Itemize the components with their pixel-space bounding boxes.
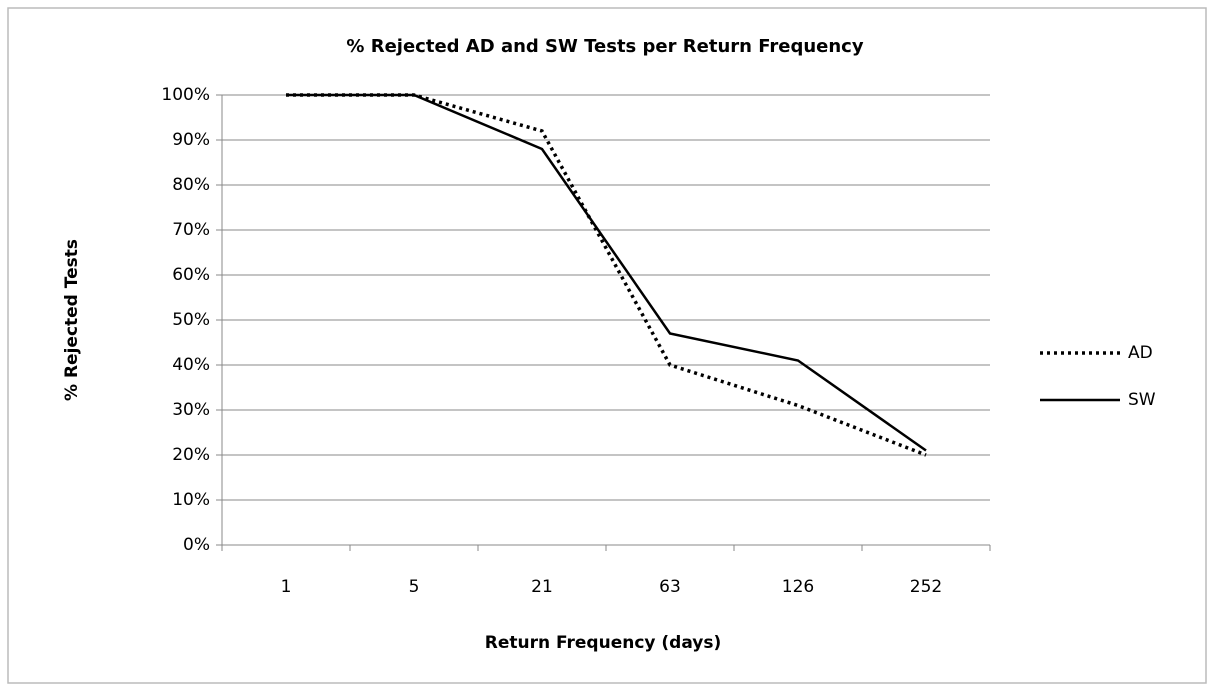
y-axis-title: % Rejected Tests — [62, 239, 82, 401]
x-tick-label: 5 — [409, 577, 420, 597]
y-tick-label: 100% — [161, 85, 210, 105]
y-tick-label: 70% — [172, 220, 210, 240]
x-tick-label: 63 — [659, 577, 681, 597]
series-line — [286, 93, 927, 452]
y-tick-label: 10% — [172, 490, 210, 510]
x-axis-title: Return Frequency (days) — [485, 633, 722, 653]
x-tick-label: 21 — [531, 577, 553, 597]
x-tick-label: 1 — [281, 577, 292, 597]
legend-label: AD — [1128, 343, 1153, 363]
y-tick-label: 0% — [183, 535, 210, 555]
chart-frame — [7, 7, 1207, 684]
legend-label: SW — [1128, 390, 1156, 410]
y-tick-label: 80% — [172, 175, 210, 195]
chart-title: % Rejected AD and SW Tests per Return Fr… — [346, 36, 863, 57]
y-tick-label: 30% — [172, 400, 210, 420]
y-tick-label: 90% — [172, 130, 210, 150]
y-tick-label: 50% — [172, 310, 210, 330]
y-tick-label: 40% — [172, 355, 210, 375]
y-tick-label: 20% — [172, 445, 210, 465]
x-tick-label: 252 — [910, 577, 942, 597]
y-tick-label: 60% — [172, 265, 210, 285]
x-tick-label: 126 — [782, 577, 814, 597]
